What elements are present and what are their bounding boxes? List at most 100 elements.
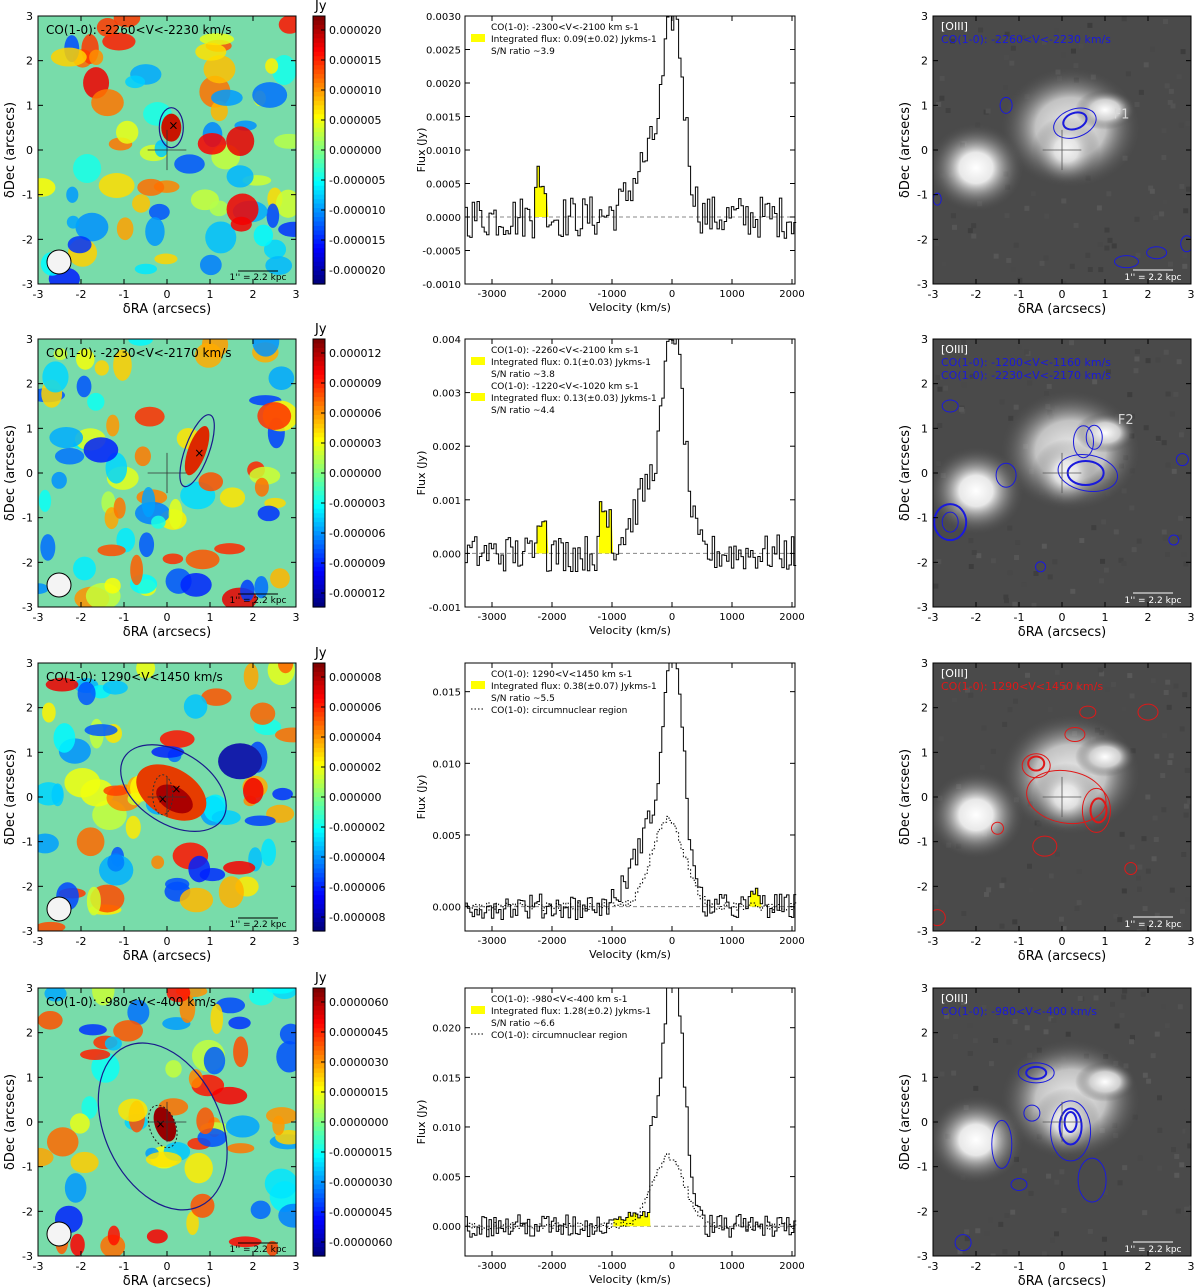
- y-tick-label: -0.001: [429, 603, 461, 614]
- noise-pixel: [1028, 887, 1034, 893]
- spectrum-panel: -3000 -2000 -1000 0 1000 2000 0.000 0.005 0.010 0…: [415, 662, 805, 961]
- x-tick-label: 1000: [719, 612, 744, 623]
- noise-pixel: [1142, 1072, 1148, 1078]
- noise-pixel: [1039, 260, 1045, 266]
- noise-pixel: [941, 261, 947, 267]
- noise-pixel: [1136, 886, 1142, 892]
- colorbar-segment: [313, 217, 325, 223]
- heatmap-blob: [244, 815, 276, 827]
- colorbar-segment: [313, 1153, 325, 1159]
- y-tick-label: -1: [917, 512, 928, 525]
- oiii-panel: [OIII]CO(1-0): -1200<V<-1160 km/sCO(1-0)…: [898, 333, 1195, 640]
- noise-pixel: [1150, 210, 1156, 216]
- colorbar-segment: [313, 544, 325, 550]
- heatmap-blob: [273, 133, 296, 149]
- noise-pixel: [1041, 543, 1047, 549]
- colorbar-segment: [313, 455, 325, 461]
- map-velocity-label: CO(1-0): 1290<V<1450 km/s: [46, 670, 223, 684]
- heatmap-blob: [77, 681, 96, 706]
- y-tick-label: 3: [921, 982, 928, 995]
- heatmap-blob: [134, 446, 151, 467]
- colorbar-segment: [313, 20, 325, 26]
- colorbar-segment: [313, 347, 325, 353]
- colorbar-segment: [313, 1081, 325, 1087]
- noise-pixel: [1099, 671, 1105, 677]
- noise-pixel: [1075, 22, 1081, 28]
- noise-pixel: [938, 736, 944, 742]
- noise-pixel: [1061, 281, 1067, 284]
- oiii-contour-label: CO(1-0): -980<V<-400 km/s: [941, 1005, 1097, 1018]
- noise-pixel: [968, 564, 974, 570]
- heatmap-blob: [51, 471, 67, 489]
- colorbar-segment: [313, 663, 325, 669]
- co-contour: [1077, 1157, 1107, 1203]
- noise-pixel: [984, 1231, 990, 1237]
- colorbar-tick-label: 0.000006: [329, 407, 382, 420]
- noise-pixel: [1078, 43, 1084, 49]
- spectrum-panel: -3000 -2000 -1000 0 1000 2000 -0.0010 -0.0005 0.…: [415, 12, 805, 314]
- noise-pixel: [1121, 561, 1127, 567]
- colorbar-segment: [313, 1238, 325, 1244]
- x-tick-label: -2: [971, 288, 982, 301]
- colorbar-unit: Jy: [314, 971, 327, 986]
- colorbar-segment: [313, 1090, 325, 1096]
- noise-pixel: [1152, 815, 1158, 821]
- y-tick-label: -1: [22, 512, 33, 525]
- noise-pixel: [1069, 263, 1075, 269]
- heatmap-blob: [209, 200, 229, 217]
- peak-marker: ×: [158, 792, 168, 806]
- noise-pixel: [1020, 34, 1026, 40]
- noise-pixel: [1013, 242, 1019, 248]
- noise-pixel: [1161, 529, 1167, 535]
- x-axis-label: δRA (arcsecs): [1018, 625, 1107, 640]
- y-tick-label: -3: [22, 1250, 33, 1263]
- colorbar-segment: [313, 694, 325, 700]
- heatmap-blob: [249, 988, 274, 1006]
- beam-ellipse: [46, 1221, 72, 1247]
- y-axis-label: Flux (Jy): [415, 1100, 428, 1145]
- colorbar-segment: [313, 725, 325, 731]
- colorbar-segment: [313, 397, 325, 403]
- heatmap-blob: [104, 1036, 122, 1051]
- colorbar-segment: [313, 252, 325, 258]
- y-tick-label: 2: [26, 1027, 33, 1040]
- heatmap-blob: [162, 553, 184, 565]
- y-tick-label: 0: [26, 1116, 33, 1129]
- noise-pixel: [1143, 425, 1149, 431]
- x-tick-label: -3: [928, 935, 939, 948]
- co-contour: [941, 511, 959, 533]
- colorbar-segment: [313, 132, 325, 138]
- y-tick-label: -2: [22, 233, 33, 246]
- oiii-contour-label: CO(1-0): -2230<V<-2170 km/s: [941, 369, 1111, 382]
- x-tick-label: -2: [76, 288, 87, 301]
- co-contour: [1025, 1065, 1048, 1080]
- noise-pixel: [1149, 46, 1155, 52]
- heatmap-blob: [134, 263, 158, 275]
- colorbar-segment: [313, 239, 325, 245]
- colorbar-segment: [313, 575, 325, 581]
- colorbar-segment: [313, 747, 325, 753]
- heatmap-blob: [125, 815, 141, 839]
- colorbar-segment: [313, 477, 325, 483]
- co-contour: [1026, 769, 1107, 825]
- heatmap-field: × 1'' = 2.2 kpc CO(1-0): -2260<V<-2230 km/…: [38, 16, 296, 284]
- noise-pixel: [1004, 598, 1010, 604]
- heatmap-blob: [205, 221, 237, 254]
- colorbar-segment: [313, 114, 325, 120]
- heatmap-blob: [197, 132, 227, 155]
- noise-pixel: [1160, 773, 1166, 779]
- noise-pixel: [1087, 22, 1093, 28]
- colorbar-segment: [313, 743, 325, 749]
- colorbar-segment: [313, 881, 325, 887]
- x-axis-label: δRA (arcsecs): [123, 302, 212, 317]
- colorbar-segment: [313, 60, 325, 66]
- colorbar-segment: [313, 221, 325, 227]
- colorbar-segment: [313, 589, 325, 595]
- heatmap-blob: [240, 579, 255, 602]
- heatmap-blob: [252, 82, 288, 108]
- peak-marker: ×: [168, 118, 178, 132]
- noise-pixel: [1176, 359, 1182, 365]
- scale-label: 1'' = 2.2 kpc: [1125, 920, 1182, 930]
- colorbar-segment: [313, 154, 325, 160]
- noise-pixel: [1085, 252, 1091, 258]
